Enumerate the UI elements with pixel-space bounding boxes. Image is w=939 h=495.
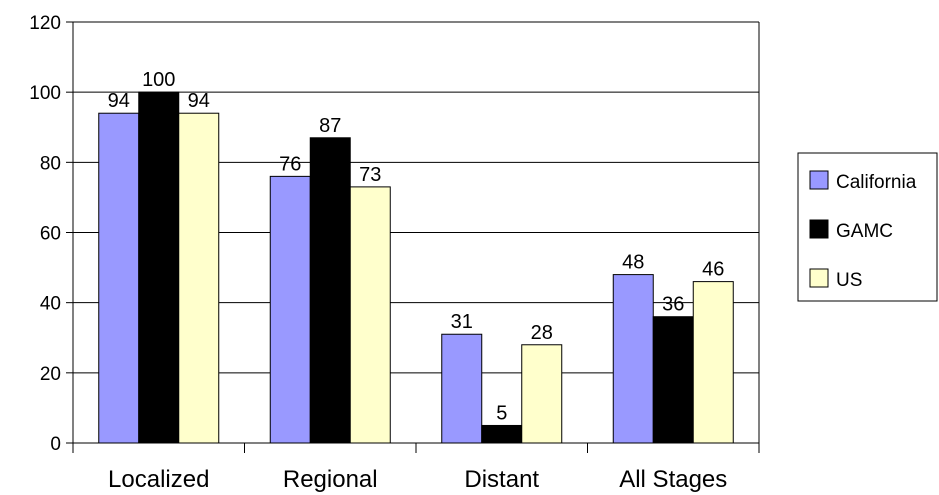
bar-us-all-stages [692, 281, 734, 444]
bar-gamc-localized [138, 91, 180, 444]
data-label: 48 [622, 252, 644, 274]
y-axis-ticks: 0 20 40 60 80 100 120 [29, 13, 73, 455]
data-label: 94 [188, 90, 210, 112]
legend-swatch-california [809, 170, 829, 190]
data-label: 100 [142, 69, 175, 91]
legend-label: GAMC [836, 221, 893, 242]
data-label: 76 [279, 153, 301, 175]
legend: California GAMC US [797, 152, 938, 302]
y-tick-label: 60 [40, 224, 61, 245]
bar-us-localized [178, 112, 220, 444]
data-label: 87 [319, 115, 341, 137]
bars [98, 91, 734, 444]
y-tick-label: 100 [29, 83, 61, 104]
data-labels: 94 100 94 76 87 73 31 5 28 48 36 46 [108, 69, 725, 424]
bar-california-localized [98, 112, 140, 444]
bar-gamc-distant [481, 424, 523, 444]
y-tick-label: 40 [40, 294, 61, 315]
data-label: 94 [108, 90, 130, 112]
legend-label: US [836, 270, 862, 291]
y-tick-label: 0 [50, 434, 61, 455]
bar-california-all-stages [612, 274, 654, 444]
data-label: 31 [451, 311, 473, 333]
legend-label: California [836, 172, 917, 193]
y-tick-label: 120 [29, 13, 61, 34]
legend-swatch-gamc [809, 219, 829, 239]
legend-swatch-us [809, 268, 829, 288]
x-category-label: Distant [464, 466, 539, 493]
x-axis-categories: Localized Regional Distant All Stages [108, 466, 727, 493]
bar-gamc-regional [309, 137, 351, 444]
x-category-label: Regional [283, 466, 378, 493]
x-category-label: Localized [108, 466, 209, 493]
bar-gamc-all-stages [652, 316, 694, 444]
bar-california-distant [441, 333, 483, 444]
data-label: 73 [359, 164, 381, 186]
y-tick-label: 80 [40, 153, 61, 174]
y-tick-label: 20 [40, 364, 61, 385]
data-label: 28 [531, 322, 553, 344]
x-category-label: All Stages [619, 466, 727, 493]
bar-us-regional [349, 186, 391, 444]
data-label: 5 [496, 402, 507, 424]
axes [72, 22, 760, 453]
data-label: 36 [662, 294, 684, 316]
data-label: 46 [702, 259, 724, 281]
bar-us-distant [521, 344, 563, 444]
bar-california-regional [269, 175, 311, 444]
